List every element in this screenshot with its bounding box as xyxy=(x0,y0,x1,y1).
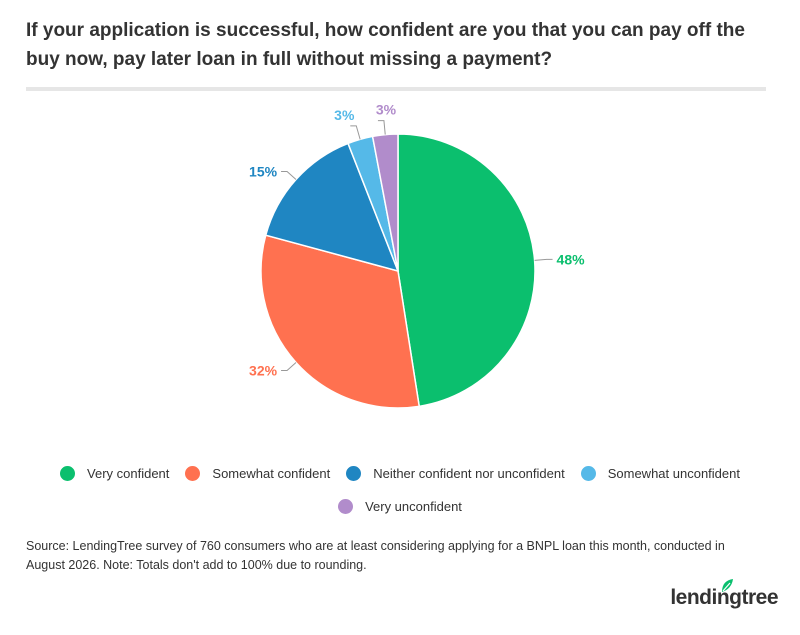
source-note: Source: LendingTree survey of 760 consum… xyxy=(26,539,725,572)
pie-slice-very-unconfident xyxy=(371,133,399,272)
pie-slice-somewhat-confident xyxy=(260,234,421,409)
legend-label: Very confident xyxy=(87,465,170,481)
lendingtree-logo: lendingtree xyxy=(670,579,778,610)
data-label-somewhat-confident: 32% xyxy=(249,362,278,378)
legend-label: Very unconfident xyxy=(365,498,462,514)
data-label-neither: 15% xyxy=(249,164,278,180)
legend-item-very-unconfident: Very unconfident xyxy=(338,498,462,514)
data-label-somewhat-unconfident: 3% xyxy=(334,107,355,123)
legend-swatch xyxy=(580,465,596,481)
pie-chart: 48% 32% 15% 3% 3% xyxy=(249,102,586,409)
leader-line xyxy=(281,362,297,371)
title-divider xyxy=(26,87,766,91)
legend-label: Neither confident nor unconfident xyxy=(373,465,565,481)
pie-slice-very-confident xyxy=(397,133,536,408)
leader-line xyxy=(281,171,297,180)
legend-row-1: Very confident Somewhat confident Neithe… xyxy=(40,462,760,484)
logo-text: lendingtree xyxy=(670,586,778,609)
legend-label: Somewhat confident xyxy=(212,465,331,481)
leader-line xyxy=(377,120,386,135)
legend-swatch xyxy=(346,465,362,481)
leaf-icon xyxy=(722,579,733,592)
legend-swatch xyxy=(338,498,354,514)
legend-item-somewhat-confident: Somewhat confident xyxy=(185,465,331,481)
legend-item-somewhat-unconfident: Somewhat unconfident xyxy=(580,465,740,481)
legend-row-2: Very unconfident xyxy=(40,495,760,517)
chart-legend: Very confident Somewhat confident Neithe… xyxy=(40,462,760,528)
legend-swatch xyxy=(185,465,201,481)
pie-slice-neither xyxy=(264,142,400,273)
legend-item-neither: Neither confident nor unconfident xyxy=(346,465,565,481)
legend-swatch xyxy=(60,465,76,481)
leader-line xyxy=(350,125,361,140)
chart-title: If your application is successful, how c… xyxy=(26,20,745,70)
data-label-very-confident: 48% xyxy=(557,251,586,267)
legend-item-very-confident: Very confident xyxy=(60,465,170,481)
leader-line xyxy=(534,258,553,261)
data-label-very-unconfident: 3% xyxy=(376,102,397,118)
legend-label: Somewhat unconfident xyxy=(607,465,740,481)
